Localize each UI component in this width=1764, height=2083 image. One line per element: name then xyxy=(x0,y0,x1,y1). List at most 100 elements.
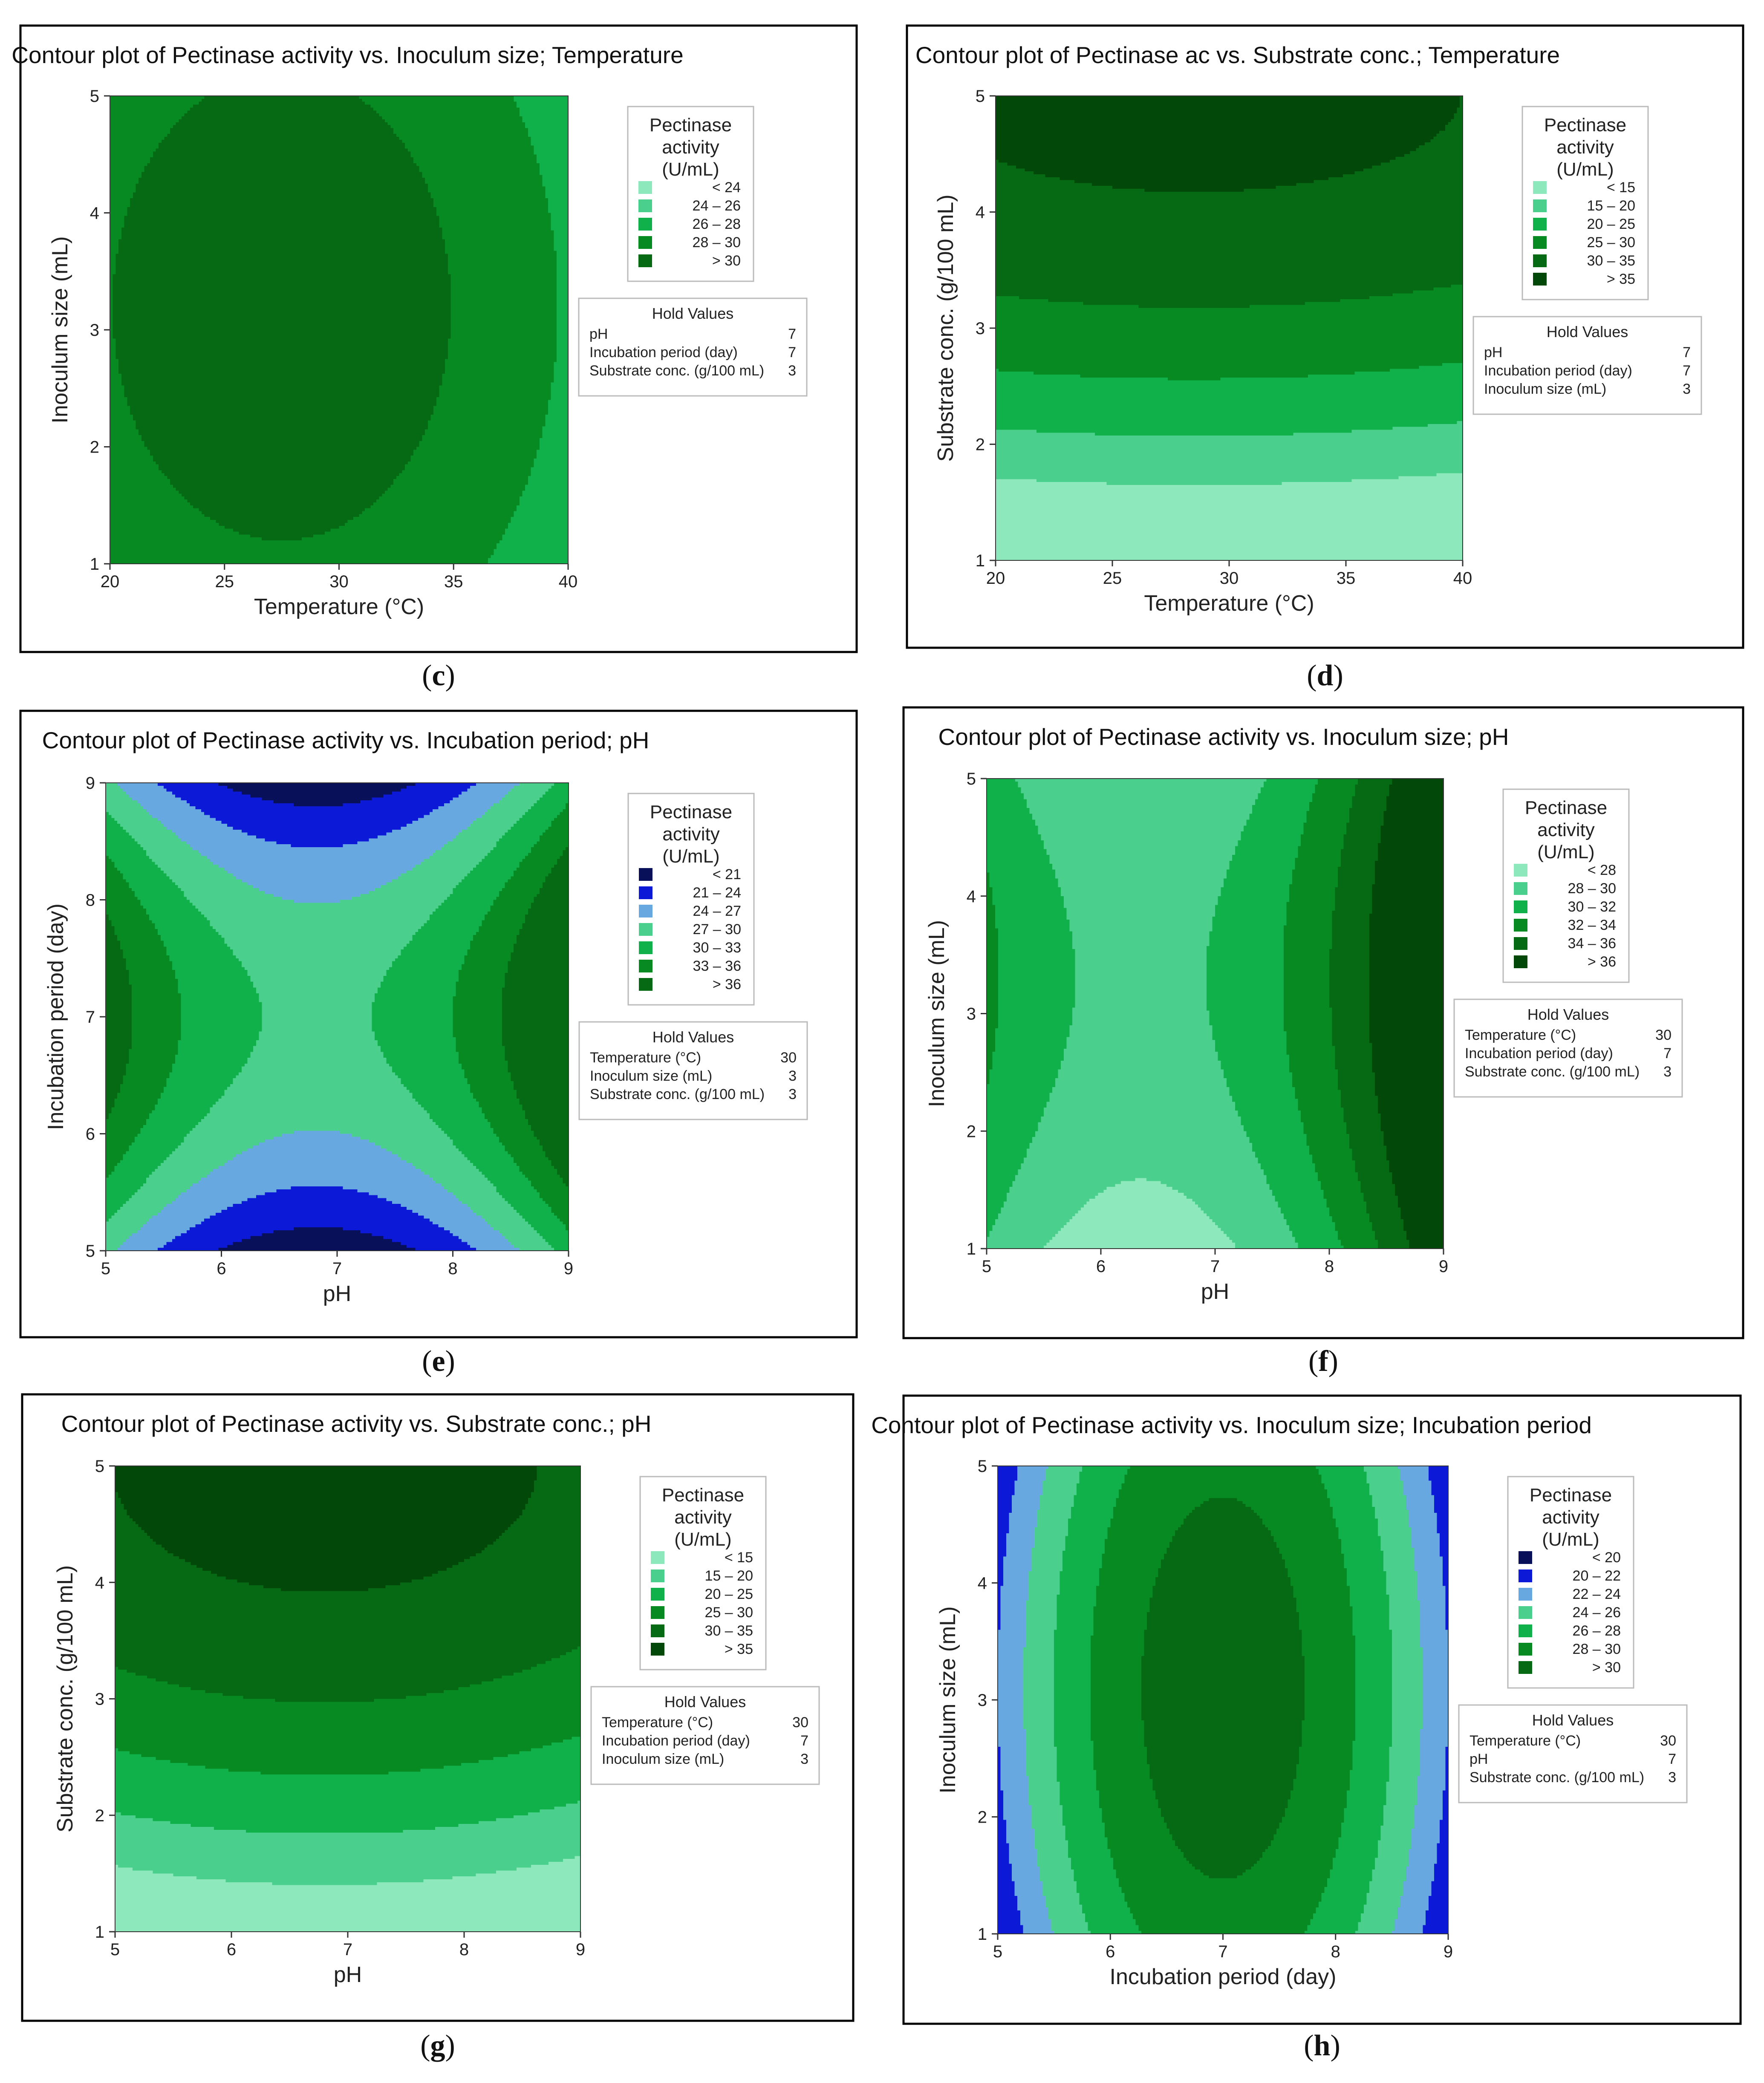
contour-cell xyxy=(531,1667,581,1670)
contour-cell xyxy=(1454,116,1463,120)
contour-cell xyxy=(1175,1533,1271,1537)
contour-cell xyxy=(1409,1243,1444,1246)
contour-cell xyxy=(505,978,569,982)
contour-cell xyxy=(996,151,1411,154)
contour-cell xyxy=(987,1046,996,1049)
contour-cell xyxy=(1283,961,1330,964)
contour-cell xyxy=(1420,1773,1446,1777)
contour-cell xyxy=(1423,1679,1449,1683)
contour-cell xyxy=(1155,1583,1291,1586)
contour-cell xyxy=(115,1684,179,1688)
contour-cell xyxy=(450,286,557,289)
contour-cell xyxy=(1427,424,1463,427)
contour-cell xyxy=(1141,1679,1305,1683)
contour-cell xyxy=(110,335,113,339)
contour-cell xyxy=(1417,1577,1443,1581)
contour-cell xyxy=(114,932,158,935)
contour-cell xyxy=(1226,1081,1293,1085)
contour-cell xyxy=(557,291,569,295)
contour-cell xyxy=(147,163,417,167)
contour-cell xyxy=(992,1060,1061,1064)
contour-cell xyxy=(1003,1817,1032,1820)
contour-cell xyxy=(502,1017,569,1020)
contour-cell xyxy=(1014,1480,1043,1484)
contour-cell xyxy=(1315,1169,1355,1173)
contour-cell xyxy=(453,1025,502,1029)
contour-cell xyxy=(1389,1624,1420,1627)
contour-cell xyxy=(172,791,242,795)
panel-caption: (c) xyxy=(422,659,455,692)
contour-cell xyxy=(1099,1580,1156,1584)
contour-cell xyxy=(1355,1705,1392,1709)
contour-cell xyxy=(1023,1656,1054,1659)
contour-cell xyxy=(987,1134,1036,1137)
contour-cell xyxy=(1023,1670,1054,1674)
contour-cell xyxy=(1141,1670,1305,1674)
contour-cell xyxy=(375,888,453,891)
contour-cell xyxy=(123,1078,167,1082)
contour-cell xyxy=(450,335,557,339)
contour-cell xyxy=(149,812,205,816)
contour-cell xyxy=(1329,975,1370,979)
contour-cell xyxy=(531,139,569,143)
contour-cell xyxy=(464,1069,508,1073)
contour-cell xyxy=(996,104,1460,108)
contour-cell xyxy=(1218,1057,1290,1061)
contour-cell xyxy=(302,537,503,541)
contour-cell xyxy=(115,1655,560,1659)
contour-cell xyxy=(106,806,144,810)
contour-cell xyxy=(1369,943,1444,946)
contour-cell xyxy=(1417,1597,1446,1601)
contour-cell xyxy=(996,276,1463,279)
contour-cell xyxy=(545,417,569,421)
contour-cell xyxy=(1141,1697,1305,1700)
contour-cell xyxy=(531,470,569,473)
contour-cell xyxy=(447,356,557,360)
contour-cell xyxy=(1286,1049,1335,1052)
x-tick-label: 40 xyxy=(559,572,578,591)
contour-cell xyxy=(1141,1668,1305,1671)
contour-cell xyxy=(1096,1779,1153,1782)
contour-cell xyxy=(230,1084,404,1088)
contour-cell xyxy=(118,1495,531,1498)
contour-cell xyxy=(1141,1659,1305,1662)
contour-cell xyxy=(442,379,554,383)
contour-cell xyxy=(1028,1779,1057,1782)
contour-cell xyxy=(1102,1820,1164,1823)
contour-cell xyxy=(996,267,1463,271)
contour-cell xyxy=(1054,1662,1091,1665)
contour-cell xyxy=(502,534,569,538)
contour-cell xyxy=(508,1151,546,1155)
contour-cell xyxy=(996,209,1463,213)
contour-cell xyxy=(1369,1489,1403,1493)
legend-swatch xyxy=(1533,236,1547,249)
contour-cell xyxy=(115,271,448,275)
contour-cell xyxy=(175,1148,248,1152)
contour-cell xyxy=(1327,1489,1370,1493)
contour-cell xyxy=(106,1008,132,1011)
contour-cell xyxy=(1445,1597,1449,1601)
contour-cell xyxy=(1018,784,1264,788)
contour-cell xyxy=(1034,1536,1066,1540)
contour-cell xyxy=(998,1814,1004,1818)
contour-cell xyxy=(560,1218,569,1222)
contour-cell xyxy=(1295,1237,1338,1240)
contour-cell xyxy=(127,210,437,213)
contour-cell xyxy=(1206,1213,1284,1217)
contour-cell xyxy=(1000,1615,1026,1619)
contour-cell xyxy=(1065,1828,1105,1832)
contour-cell xyxy=(995,1222,1067,1226)
contour-cell xyxy=(1048,299,1340,303)
contour-cell xyxy=(1352,1633,1392,1636)
contour-cell xyxy=(493,900,534,903)
contour-cell xyxy=(106,1137,135,1140)
contour-cell xyxy=(110,213,127,216)
contour-cell xyxy=(998,1521,1010,1525)
contour-cell xyxy=(405,145,534,149)
contour-cell xyxy=(1445,1776,1449,1779)
contour-cell xyxy=(998,1708,1024,1712)
contour-cell xyxy=(117,935,161,938)
contour-cell xyxy=(1428,1468,1449,1472)
contour-cell xyxy=(139,429,425,433)
contour-cell xyxy=(542,435,569,439)
